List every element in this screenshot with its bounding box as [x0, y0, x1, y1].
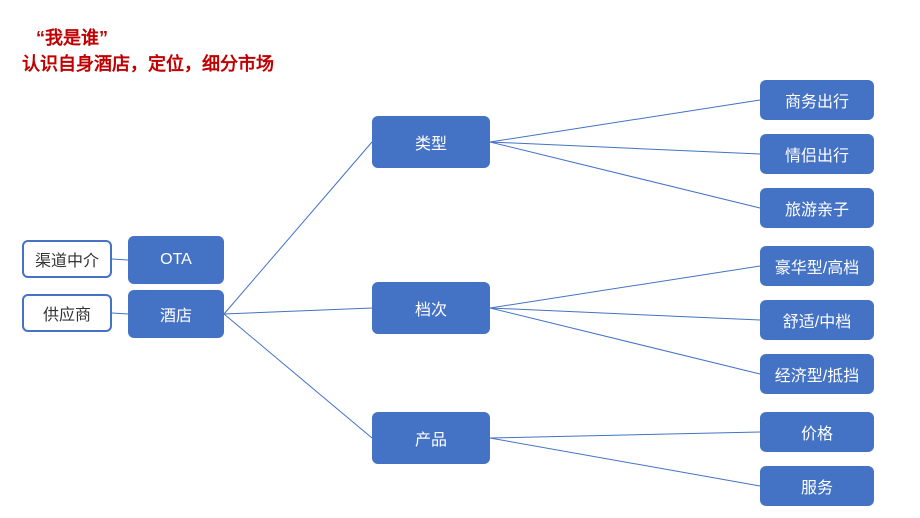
- edge-type-family: [490, 142, 760, 208]
- node-service: 服务: [760, 466, 874, 506]
- edge-product-price: [490, 432, 760, 438]
- node-business: 商务出行: [760, 80, 874, 120]
- edge-supplier-hotel: [112, 313, 128, 314]
- node-product: 产品: [372, 412, 490, 464]
- node-family: 旅游亲子: [760, 188, 874, 228]
- node-tier: 档次: [372, 282, 490, 334]
- node-comfort: 舒适/中档: [760, 300, 874, 340]
- node-channel: 渠道中介: [22, 240, 112, 278]
- node-price: 价格: [760, 412, 874, 452]
- edge-type-business: [490, 100, 760, 142]
- node-couple: 情侣出行: [760, 134, 874, 174]
- edge-type-couple: [490, 142, 760, 154]
- edge-tier-economy: [490, 308, 760, 374]
- title-line-1: “我是谁”: [36, 24, 108, 50]
- node-ota: OTA: [128, 236, 224, 284]
- edge-hotel-product: [224, 314, 372, 438]
- edge-tier-luxury: [490, 266, 760, 308]
- node-hotel: 酒店: [128, 290, 224, 338]
- node-type: 类型: [372, 116, 490, 168]
- node-luxury: 豪华型/高档: [760, 246, 874, 286]
- node-supplier: 供应商: [22, 294, 112, 332]
- title-line-2: 认识自身酒店，定位，细分市场: [22, 50, 274, 76]
- edge-channel-ota: [112, 259, 128, 260]
- edge-hotel-type: [224, 142, 372, 314]
- edge-tier-comfort: [490, 308, 760, 320]
- node-economy: 经济型/抵挡: [760, 354, 874, 394]
- edge-hotel-tier: [224, 308, 372, 314]
- edge-product-service: [490, 438, 760, 486]
